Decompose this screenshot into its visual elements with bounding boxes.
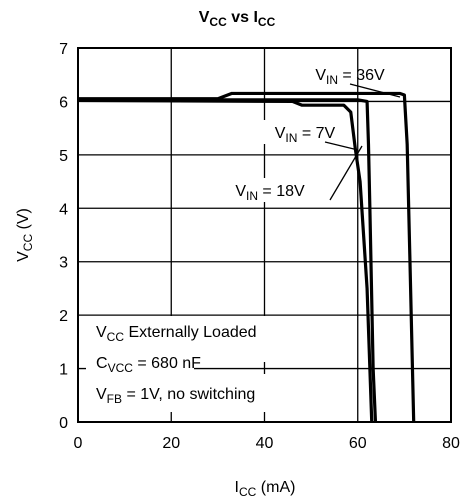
y-tick-label: 5 xyxy=(59,148,68,165)
text-part: FB xyxy=(107,392,122,406)
text-part: CC xyxy=(258,15,276,29)
text-part: V xyxy=(96,386,107,403)
x-axis-label: ICC (mA) xyxy=(235,479,296,499)
y-tick-label: 1 xyxy=(59,362,68,379)
y-tick-label: 3 xyxy=(59,255,68,272)
leader-line xyxy=(324,141,359,151)
y-axis-label: VCC (V) xyxy=(15,208,35,262)
text-part: IN xyxy=(285,131,297,145)
text-part: IN xyxy=(246,189,258,203)
x-tick-label: 60 xyxy=(349,435,367,452)
annotation: VFB = 1V, no switching xyxy=(96,386,255,406)
series-label: VIN = 36V xyxy=(315,67,385,87)
text-part: CC xyxy=(239,485,257,499)
y-tick-label: 4 xyxy=(59,201,68,218)
text-part: I xyxy=(235,479,239,496)
y-tick-label: 6 xyxy=(59,94,68,111)
text-part: = 18V xyxy=(258,183,305,200)
text-part: V xyxy=(275,125,286,142)
annotation-box xyxy=(194,316,298,362)
text-part: V xyxy=(15,251,32,262)
text-part: CC xyxy=(209,15,227,29)
x-tick-label: 40 xyxy=(256,435,274,452)
text-part: Externally Loaded xyxy=(124,324,257,341)
series-line xyxy=(77,98,374,423)
text-part: CC xyxy=(21,234,35,252)
text-part: V xyxy=(235,183,246,200)
text-part: = 680 nF xyxy=(133,355,201,372)
series-line xyxy=(78,98,378,423)
series-line xyxy=(78,91,416,423)
text-part: = 36V xyxy=(338,67,385,84)
text-part: C xyxy=(96,355,108,372)
text-part: CC xyxy=(107,330,125,344)
chart-title: VCC vs ICC xyxy=(199,9,276,29)
annotation: VCC Externally Loaded xyxy=(96,324,257,344)
series-label: VIN = 18V xyxy=(235,183,305,203)
leader-line xyxy=(349,83,401,98)
text-part: (mA) xyxy=(256,479,295,496)
label-box xyxy=(228,178,312,202)
text-part: = 1V, no switching xyxy=(122,386,255,403)
annotation-box xyxy=(86,316,194,412)
y-tick-label: 7 xyxy=(59,41,68,58)
leader-line xyxy=(329,145,363,201)
x-tick-label: 0 xyxy=(74,435,83,452)
x-tick-label: 20 xyxy=(162,435,180,452)
series-label: VIN = 7V xyxy=(275,125,336,145)
text-part: (V) xyxy=(15,208,32,234)
text-part: V xyxy=(315,67,326,84)
y-tick-label: 2 xyxy=(59,308,68,325)
text-part: vs I xyxy=(227,9,258,26)
annotation-box xyxy=(194,374,298,412)
label-box xyxy=(262,120,348,144)
text-part: V xyxy=(96,324,107,341)
label-box xyxy=(294,62,308,86)
text-part: = 7V xyxy=(297,125,335,142)
text-part: IN xyxy=(326,73,338,87)
x-tick-label: 80 xyxy=(442,435,460,452)
y-tick-label: 0 xyxy=(59,415,68,432)
text-part: VCC xyxy=(108,361,134,375)
annotation: CVCC = 680 nF xyxy=(96,355,201,375)
plot-frame xyxy=(77,47,452,423)
text-part: V xyxy=(199,9,210,26)
